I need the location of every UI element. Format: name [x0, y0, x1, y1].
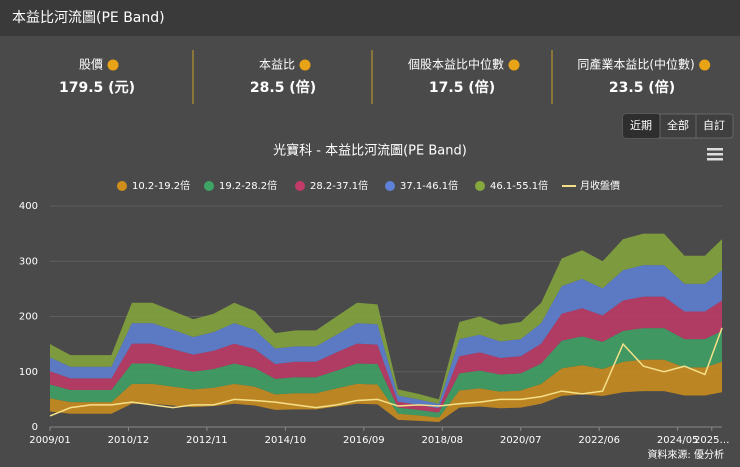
legend-swatch	[204, 181, 214, 191]
x-tick-label: 2022/06	[578, 435, 620, 446]
band-area	[50, 233, 722, 404]
stat-label: 個股本益比中位數	[408, 57, 504, 72]
stat-value: 179.5 (元)	[59, 80, 135, 96]
x-tick-label: 2018/08	[422, 435, 464, 446]
button[interactable]: 全部	[667, 118, 689, 132]
info-icon	[299, 59, 311, 71]
legend-label: 月收盤價	[580, 179, 620, 192]
stat-label: 股價	[79, 58, 103, 72]
dividers	[192, 50, 553, 104]
band-area	[50, 328, 722, 418]
band-area	[50, 296, 722, 413]
stat-label: 同產業本益比(中位數)	[577, 57, 694, 72]
buttons: 近期 全部 自訂	[622, 113, 734, 139]
chart-title: 光寶科 - 本益比河流圖(PE Band)	[273, 143, 467, 159]
y-tick-label: 400	[19, 201, 38, 212]
stat-value: 28.5 (倍)	[250, 79, 316, 96]
legend-swatch	[475, 181, 485, 191]
y-tick-label: 300	[19, 256, 38, 267]
button[interactable]: 近期	[630, 119, 652, 132]
x-tick-label: 2020/07	[500, 435, 542, 446]
menu-bar	[707, 148, 723, 151]
menu-bar	[707, 158, 723, 161]
legend-label: 10.2-19.2倍	[132, 179, 190, 192]
source: 資料來源: 優分析	[647, 448, 724, 461]
band-area	[50, 265, 722, 409]
legend-label: 19.2-28.2倍	[219, 179, 277, 192]
legend-label: 37.1-46.1倍	[400, 179, 458, 192]
legend-swatch	[295, 181, 305, 191]
info-icon	[107, 59, 119, 71]
stat-value: 17.5 (倍)	[429, 79, 495, 96]
x-tick-label: 2016/09	[343, 435, 385, 446]
menu-bar	[707, 153, 723, 156]
x-tick-label: 2014/10	[265, 435, 307, 446]
price-line	[49, 327, 723, 417]
x-tick-label: 2010/12	[108, 435, 150, 446]
stat-label: 本益比	[259, 58, 295, 72]
button[interactable]: 自訂	[703, 118, 725, 132]
legend-swatch	[385, 181, 395, 191]
legend-swatch	[117, 181, 127, 191]
legend-label: 46.1-55.1倍	[490, 179, 548, 192]
x-tick-label: 2009/01	[29, 435, 71, 446]
stat-value: 23.5 (倍)	[609, 79, 675, 96]
y-tick-label: 200	[19, 312, 38, 323]
x-tick-label: 2025…	[694, 435, 729, 446]
menu-icon[interactable]	[704, 144, 726, 164]
band-area	[50, 359, 722, 423]
y-tick-label: 0	[32, 422, 38, 433]
top-bar	[0, 0, 740, 36]
x-tick-label: 2024/05	[657, 435, 699, 446]
button-active[interactable]	[623, 114, 660, 138]
legend-label: 28.2-37.1倍	[310, 179, 368, 192]
page-title: 本益比河流圖(PE Band)	[12, 10, 165, 26]
info-icon	[508, 59, 520, 71]
x-tick-label: 2012/11	[186, 435, 228, 446]
y-tick-label: 100	[19, 367, 38, 378]
info-icon	[699, 59, 711, 71]
